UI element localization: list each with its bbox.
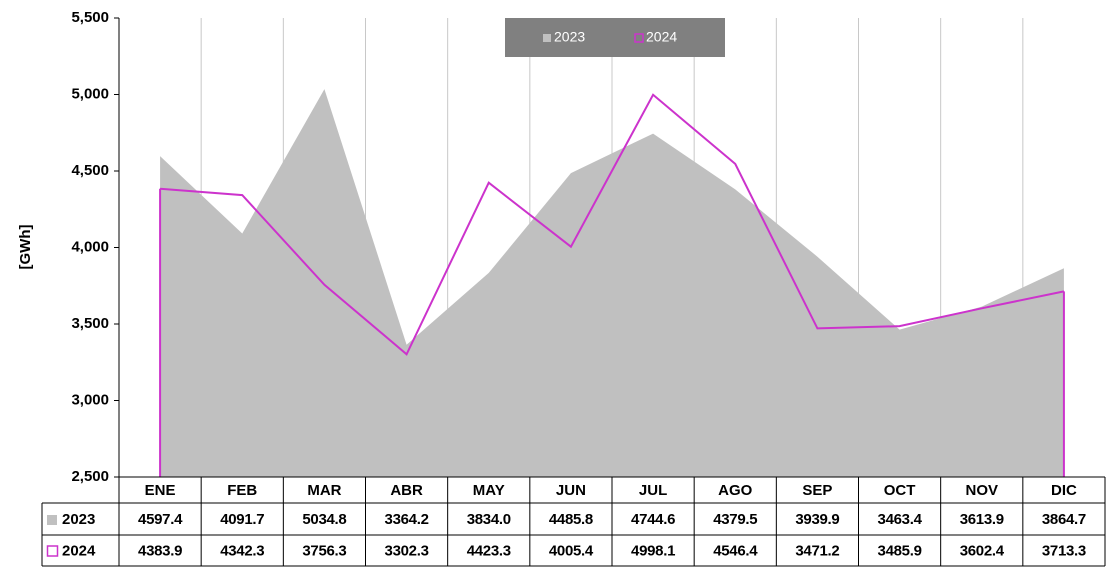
legend-label: 2024 bbox=[646, 29, 677, 45]
y-tick-label: 3,500 bbox=[71, 315, 109, 332]
x-tick-label: JUL bbox=[639, 482, 667, 499]
y-tick-label: 5,000 bbox=[71, 85, 109, 102]
line bbox=[160, 93, 1065, 356]
x-tick-label: DIC bbox=[1051, 482, 1077, 499]
y-tick-label: 4,500 bbox=[71, 162, 109, 179]
table-cell: 4379.5 bbox=[713, 511, 757, 528]
table-cell: 3864.7 bbox=[1042, 511, 1086, 528]
x-tick-label: ENE bbox=[145, 482, 176, 499]
table-cell: 3713.3 bbox=[1042, 542, 1086, 559]
x-tick-label: JUN bbox=[556, 482, 586, 499]
x-tick-label: OCT bbox=[884, 482, 916, 499]
table-series-name: 2024 bbox=[62, 542, 96, 559]
legend-key bbox=[634, 33, 644, 43]
y-tick-label: 2,500 bbox=[71, 468, 109, 485]
table-cell: 4744.6 bbox=[631, 511, 675, 528]
table-cell: 3834.0 bbox=[467, 511, 511, 528]
table-cell: 3613.9 bbox=[960, 511, 1004, 528]
table-cell: 4597.4 bbox=[138, 511, 183, 528]
table-cell: 4005.4 bbox=[549, 542, 594, 559]
table-cell: 4091.7 bbox=[220, 511, 264, 528]
legend-key bbox=[543, 34, 551, 42]
table-cell: 4998.1 bbox=[631, 542, 675, 559]
x-tick-label: MAY bbox=[473, 482, 505, 499]
table-cell: 3471.2 bbox=[795, 542, 839, 559]
x-tick-label: MAR bbox=[307, 482, 341, 499]
x-tick-label: AGO bbox=[718, 482, 753, 499]
table-cell: 4342.3 bbox=[220, 542, 264, 559]
table-cell: 4423.3 bbox=[467, 542, 511, 559]
y-axis-label: [GWh] bbox=[17, 225, 34, 270]
table-key bbox=[46, 545, 59, 557]
table-cell: 4383.9 bbox=[138, 542, 182, 559]
y-tick-label: 4,000 bbox=[71, 238, 109, 255]
table-key bbox=[47, 515, 57, 525]
y-tick-label: 3,000 bbox=[71, 391, 109, 408]
legend-label: 2023 bbox=[554, 29, 585, 45]
x-tick-label: ABR bbox=[390, 482, 423, 499]
table-cell: 4485.8 bbox=[549, 511, 593, 528]
table-cell: 5034.8 bbox=[302, 511, 346, 528]
table-series-name: 2023 bbox=[62, 511, 95, 528]
table-cell: 3302.3 bbox=[385, 542, 429, 559]
table-cell: 3602.4 bbox=[960, 542, 1005, 559]
table-cell: 3463.4 bbox=[878, 511, 923, 528]
table-cell: 3939.9 bbox=[795, 511, 839, 528]
table-cell: 4546.4 bbox=[713, 542, 758, 559]
table-cell: 3364.2 bbox=[385, 511, 429, 528]
legend-box bbox=[505, 18, 725, 57]
table-cell: 3756.3 bbox=[302, 542, 346, 559]
x-tick-label: SEP bbox=[802, 482, 832, 499]
area bbox=[160, 89, 1064, 477]
x-tick-label: FEB bbox=[227, 482, 257, 499]
x-tick-label: NOV bbox=[965, 482, 998, 499]
table-cell: 3485.9 bbox=[878, 542, 922, 559]
y-tick-label: 5,500 bbox=[71, 9, 109, 26]
